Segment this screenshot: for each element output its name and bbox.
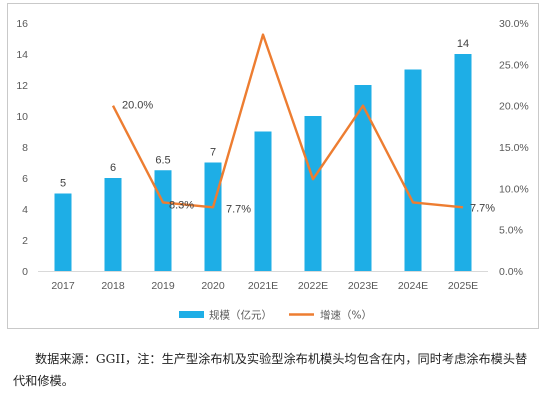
bar bbox=[404, 69, 422, 271]
right-tick-label: 20.0% bbox=[499, 101, 529, 113]
bar-data-label: 5 bbox=[60, 178, 66, 190]
left-tick-label: 10 bbox=[16, 111, 28, 123]
line-data-label: 7.7% bbox=[226, 203, 251, 215]
x-tick-label: 2019 bbox=[151, 280, 175, 292]
x-tick-label: 2025E bbox=[448, 280, 478, 292]
bar bbox=[154, 170, 172, 271]
line-data-label: 20.0% bbox=[122, 100, 153, 112]
bar bbox=[54, 193, 72, 271]
bar-series bbox=[54, 54, 472, 271]
bar bbox=[304, 116, 322, 271]
line-data-label: 7.7% bbox=[470, 202, 495, 214]
bar bbox=[204, 162, 222, 271]
bar-data-label: 7 bbox=[210, 147, 216, 159]
x-axis-ticks: 2017 2018 2019 2020 2021E 2022E 2023E 2024E 2025… bbox=[51, 280, 478, 292]
right-axis-ticks: 0.0% 5.0% 10.0% 15.0% 20.0% 25.0% 30.0% bbox=[499, 18, 529, 278]
legend-label-growth: 增速（%） bbox=[320, 309, 372, 322]
bar-data-labels: 5 6 6.5 7 14 bbox=[60, 38, 469, 190]
left-tick-label: 14 bbox=[16, 49, 28, 61]
growth-line bbox=[111, 33, 464, 209]
right-tick-label: 30.0% bbox=[499, 18, 529, 30]
x-tick-label: 2023E bbox=[348, 280, 378, 292]
bar bbox=[354, 85, 372, 271]
combo-chart: 0 2 4 6 8 10 12 14 16 0.0% 5.0% 10.0% 15.0% 20.0% 25.… bbox=[16, 18, 529, 322]
right-tick-label: 5.0% bbox=[499, 225, 523, 237]
source-footnote: 数据来源：GGII，注：生产型涂布机及实验型涂布机模头均包含在内，同时考虑涂布模… bbox=[13, 352, 528, 388]
line-data-labels: 20.0% 8.3% 7.7% 7.7% bbox=[122, 100, 495, 216]
right-tick-label: 25.0% bbox=[499, 59, 529, 71]
bar bbox=[104, 178, 122, 271]
left-tick-label: 8 bbox=[22, 142, 28, 154]
line-data-label: 8.3% bbox=[169, 199, 194, 211]
bar-data-label: 6.5 bbox=[155, 154, 170, 166]
x-tick-label: 2018 bbox=[101, 280, 125, 292]
legend-swatch-scale bbox=[179, 311, 204, 318]
left-axis-ticks: 0 2 4 6 8 10 12 14 16 bbox=[16, 18, 28, 278]
x-tick-label: 2021E bbox=[248, 280, 278, 292]
x-tick-label: 2020 bbox=[201, 280, 225, 292]
right-tick-label: 15.0% bbox=[499, 142, 529, 154]
bar bbox=[254, 131, 272, 271]
left-tick-label: 6 bbox=[22, 173, 28, 185]
left-tick-label: 4 bbox=[22, 204, 28, 216]
legend-label-scale: 规模（亿元） bbox=[209, 309, 272, 322]
bar-data-label: 14 bbox=[457, 38, 469, 50]
bar-data-label: 6 bbox=[110, 162, 116, 174]
x-tick-label: 2024E bbox=[398, 280, 428, 292]
left-tick-label: 12 bbox=[16, 80, 28, 92]
legend: 规模（亿元） 增速（%） bbox=[179, 309, 372, 322]
left-tick-label: 0 bbox=[22, 266, 28, 278]
chart-frame bbox=[7, 3, 539, 329]
left-tick-label: 2 bbox=[22, 235, 28, 247]
left-tick-label: 16 bbox=[16, 18, 28, 30]
bar bbox=[454, 54, 472, 271]
x-tick-label: 2022E bbox=[298, 280, 328, 292]
right-tick-label: 0.0% bbox=[499, 266, 523, 278]
x-tick-label: 2017 bbox=[51, 280, 75, 292]
right-tick-label: 10.0% bbox=[499, 183, 529, 195]
